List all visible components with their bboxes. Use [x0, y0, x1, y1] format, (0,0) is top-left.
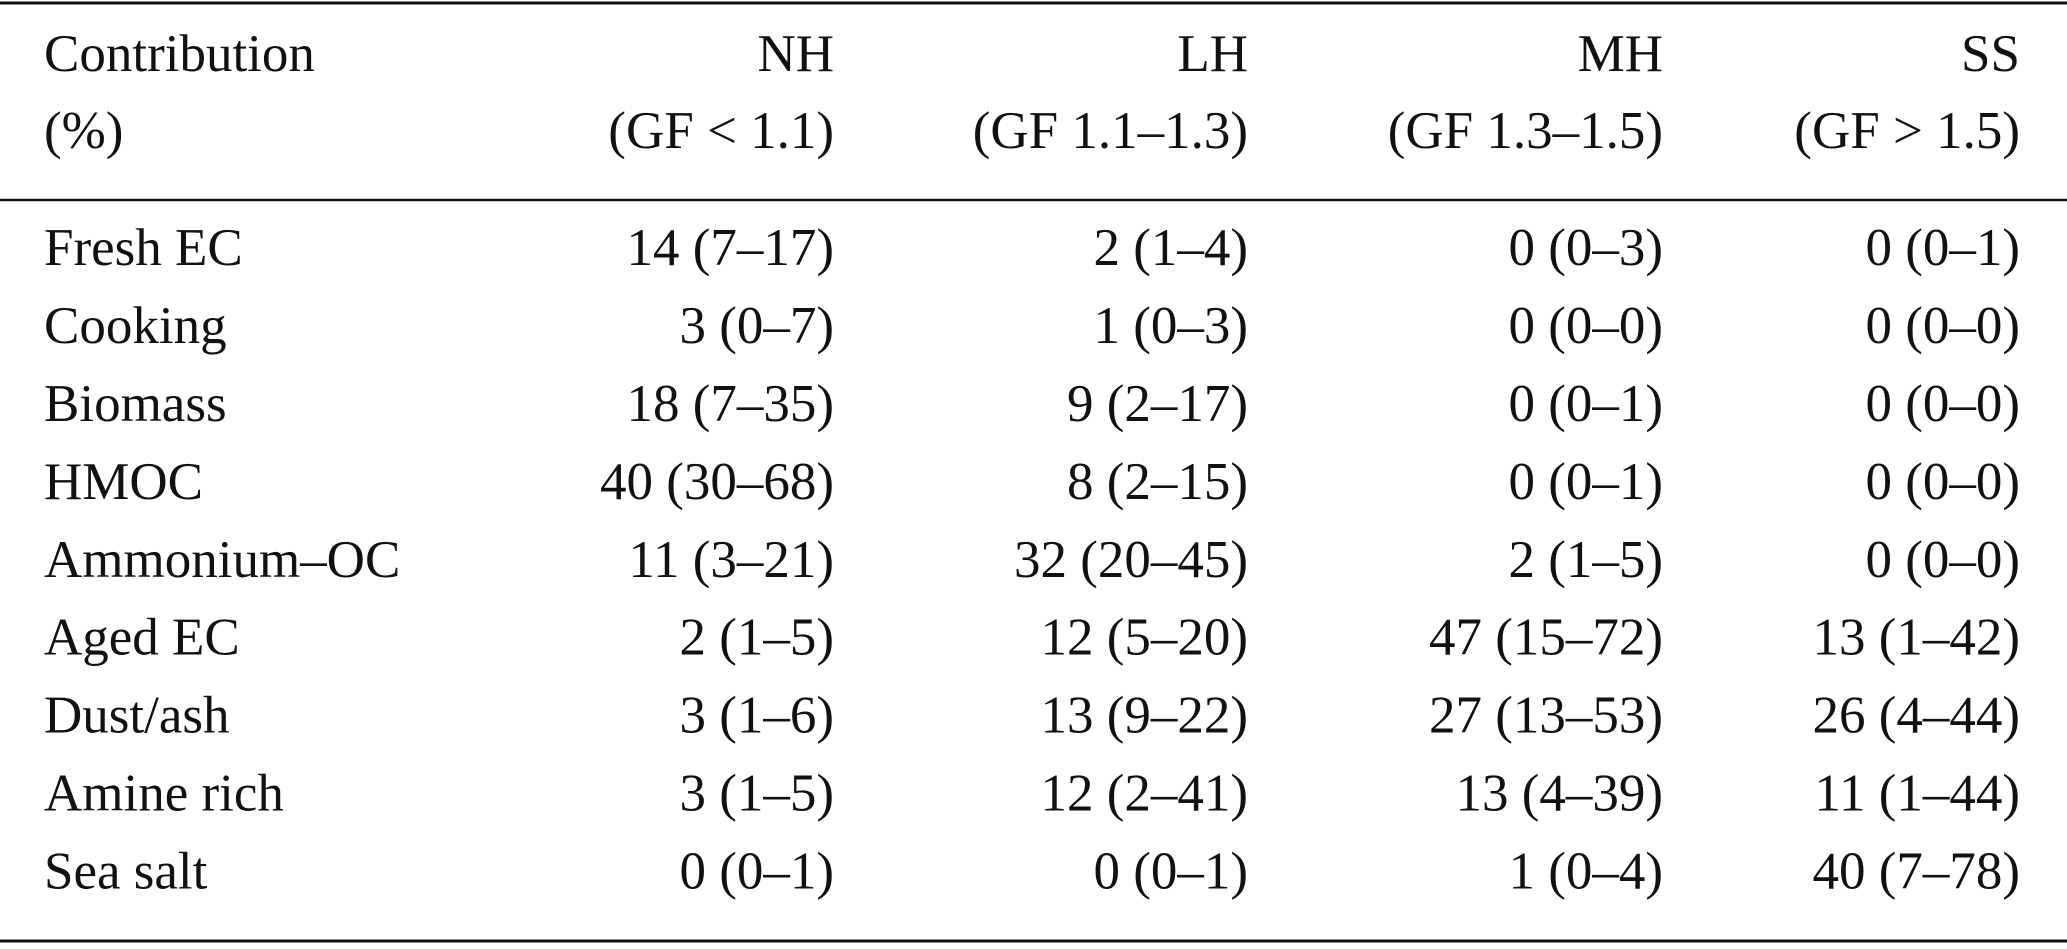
- table-cell: 2 (1–5): [1508, 531, 1663, 589]
- row-label: Amine rich: [44, 764, 284, 822]
- row-label: Ammonium–OC: [44, 531, 400, 589]
- table-cell: 0 (0–0): [1865, 453, 2020, 511]
- table-cell: 11 (3–21): [628, 531, 834, 589]
- table-cell: 12 (5–20): [1040, 609, 1248, 667]
- table-cell: 0 (0–1): [679, 842, 834, 900]
- header-cell: SS: [1961, 25, 2020, 83]
- table-cell: 1 (0–4): [1508, 842, 1663, 900]
- table-cell: 0 (0–1): [1093, 842, 1248, 900]
- table-cell: 3 (0–7): [679, 297, 834, 355]
- table-cell: 0 (0–1): [1508, 453, 1663, 511]
- table-cell: 40 (30–68): [600, 453, 834, 511]
- table-cell: 0 (0–1): [1865, 219, 2020, 277]
- table-cell: 12 (2–41): [1040, 764, 1248, 822]
- table-cell: 0 (0–3): [1508, 219, 1663, 277]
- row-label: Sea salt: [44, 842, 208, 900]
- table-cell: 13 (4–39): [1455, 764, 1663, 822]
- table-cell: 11 (1–44): [1814, 764, 2020, 822]
- table-cell: 0 (0–0): [1865, 375, 2020, 433]
- table-cell: 2 (1–4): [1093, 219, 1248, 277]
- table-cell: 27 (13–53): [1429, 687, 1663, 745]
- table-cell: 0 (0–0): [1865, 531, 2020, 589]
- table-cell: 3 (1–6): [679, 687, 834, 745]
- table-cell: 3 (1–5): [679, 764, 834, 822]
- table-cell: 9 (2–17): [1067, 375, 1248, 433]
- header-cell: (GF 1.3–1.5): [1388, 102, 1663, 160]
- row-label: HMOC: [44, 453, 203, 511]
- row-label: Dust/ash: [44, 687, 230, 745]
- row-label: Cooking: [44, 297, 227, 355]
- table-cell: 1 (0–3): [1093, 297, 1248, 355]
- table-cell: 0 (0–1): [1508, 375, 1663, 433]
- table-cell: 26 (4–44): [1812, 687, 2020, 745]
- table-cell: 8 (2–15): [1067, 453, 1248, 511]
- table-cell: 40 (7–78): [1812, 842, 2020, 900]
- header-cell: MH: [1578, 25, 1663, 83]
- header-cell: Contribution: [44, 25, 315, 83]
- row-label: Biomass: [44, 375, 227, 433]
- row-label: Fresh EC: [44, 219, 243, 277]
- header-cell: (GF > 1.5): [1794, 102, 2020, 160]
- table-cell: 14 (7–17): [626, 219, 834, 277]
- table-cell: 0 (0–0): [1508, 297, 1663, 355]
- table-cell: 18 (7–35): [626, 375, 834, 433]
- table-cell: 0 (0–0): [1865, 297, 2020, 355]
- header-cell: (%): [44, 102, 123, 160]
- header-cell: (GF 1.1–1.3): [973, 102, 1248, 160]
- table-cell: 47 (15–72): [1429, 609, 1663, 667]
- table-cell: 2 (1–5): [679, 609, 834, 667]
- table-cell: 32 (20–45): [1014, 531, 1248, 589]
- header-cell: NH: [757, 25, 834, 83]
- header-cell: LH: [1177, 25, 1248, 83]
- header-cell: (GF < 1.1): [608, 102, 834, 160]
- table-cell: 13 (1–42): [1812, 609, 2020, 667]
- row-label: Aged EC: [44, 609, 240, 667]
- table-cell: 13 (9–22): [1040, 687, 1248, 745]
